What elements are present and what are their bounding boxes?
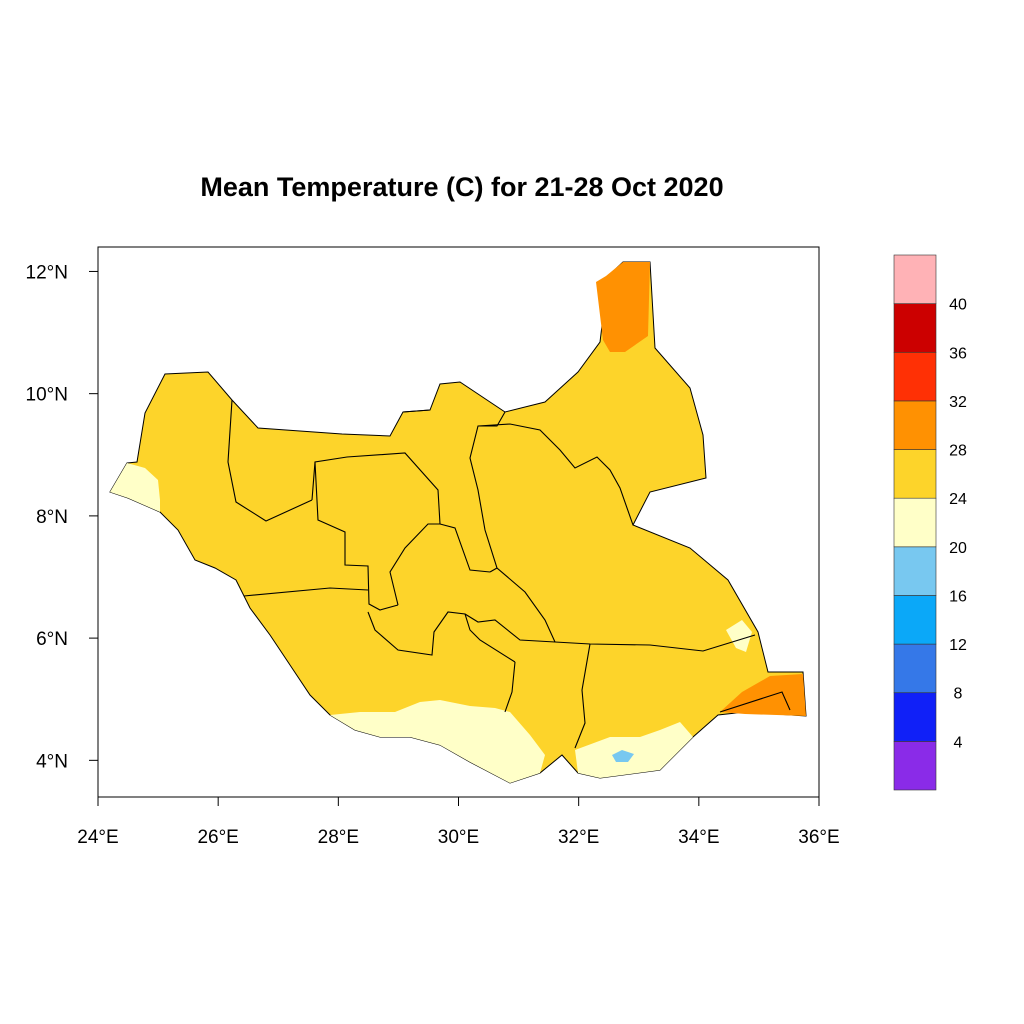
legend-label: 36 — [949, 345, 967, 362]
legend-label: 20 — [949, 540, 967, 557]
north-tip-28-32 — [596, 262, 650, 352]
y-tick-label: 12°N — [26, 262, 68, 283]
legend-swatch — [893, 400, 937, 450]
legend-label: 32 — [949, 394, 967, 411]
legend-swatch — [893, 643, 937, 694]
legend-swatch — [893, 254, 937, 304]
legend-swatch — [893, 449, 937, 499]
legend-label: 40 — [949, 297, 967, 314]
legend-swatch — [893, 303, 937, 353]
legend-swatch — [893, 595, 937, 645]
state-boundaries — [227, 399, 791, 749]
southern-strip-20-24 — [330, 700, 545, 783]
southeast-strip-20-24 — [575, 722, 693, 778]
x-tick-label: 36°E — [798, 827, 839, 848]
x-tick-label: 26°E — [197, 827, 238, 848]
legend-label: 8 — [954, 686, 963, 703]
western-tip-20-24 — [110, 463, 160, 512]
legend-label: 28 — [949, 443, 967, 460]
legend-label: 16 — [949, 588, 967, 605]
east-patch-20-24 — [726, 620, 752, 652]
x-tick-label: 34°E — [678, 827, 719, 848]
y-tick-label: 8°N — [36, 507, 68, 528]
chart-title: Mean Temperature (C) for 21-28 Oct 2020 — [200, 172, 724, 202]
cool-patch-16-20 — [612, 750, 634, 762]
legend-label: 12 — [949, 637, 967, 654]
x-tick-label: 32°E — [558, 827, 599, 848]
legend-label: 4 — [954, 734, 963, 751]
legend-swatch — [893, 741, 937, 791]
x-tick-label: 24°E — [77, 827, 118, 848]
x-tick-label: 30°E — [438, 827, 479, 848]
y-tick-label: 10°N — [26, 385, 68, 406]
y-tick-label: 6°N — [36, 629, 68, 650]
legend-swatch — [893, 692, 937, 742]
y-tick-label: 4°N — [36, 751, 68, 772]
legend-swatch — [893, 546, 937, 596]
legend-label: 24 — [949, 491, 967, 508]
country-region-24-28 — [109, 261, 807, 784]
legend-swatch — [893, 351, 937, 402]
x-tick-label: 28°E — [318, 827, 359, 848]
legend-swatch — [893, 497, 937, 548]
